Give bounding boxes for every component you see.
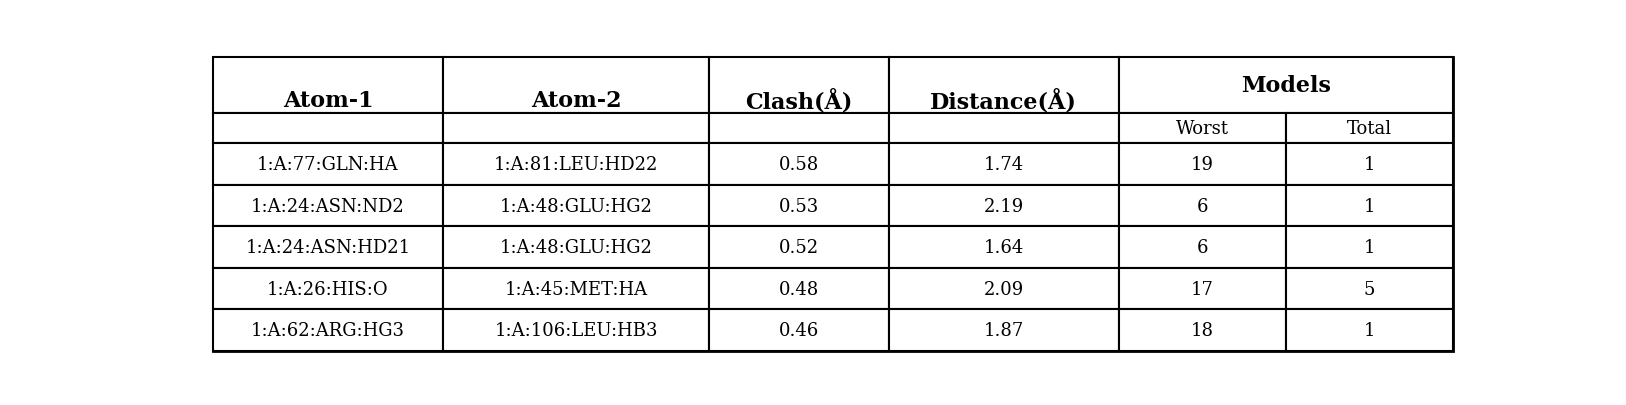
Bar xyxy=(442,268,709,310)
Text: 1:A:62:ARG:HG3: 1:A:62:ARG:HG3 xyxy=(250,322,405,339)
Bar xyxy=(442,310,709,351)
Bar xyxy=(889,144,1119,185)
Text: Clash(Å): Clash(Å) xyxy=(746,89,854,113)
Text: 17: 17 xyxy=(1190,280,1213,298)
Text: Worst: Worst xyxy=(1176,120,1229,138)
Text: 1: 1 xyxy=(1364,197,1376,215)
Bar xyxy=(709,268,889,310)
Text: Atom-1: Atom-1 xyxy=(283,90,374,112)
Bar xyxy=(1119,58,1454,114)
Text: 1.64: 1.64 xyxy=(984,239,1024,256)
Text: 1:A:26:HIS:O: 1:A:26:HIS:O xyxy=(267,280,389,298)
Text: 1: 1 xyxy=(1364,322,1376,339)
Bar xyxy=(1119,114,1286,144)
Text: 1.87: 1.87 xyxy=(984,322,1024,339)
Text: 0.46: 0.46 xyxy=(779,322,820,339)
Bar xyxy=(213,310,442,351)
Text: 2.19: 2.19 xyxy=(984,197,1024,215)
Bar xyxy=(889,310,1119,351)
Text: 19: 19 xyxy=(1190,156,1213,174)
Text: 1:A:48:GLU:HG2: 1:A:48:GLU:HG2 xyxy=(499,197,652,215)
Bar xyxy=(442,144,709,185)
Bar xyxy=(1286,310,1454,351)
Text: 0.48: 0.48 xyxy=(779,280,820,298)
Text: 1:A:24:ASN:ND2: 1:A:24:ASN:ND2 xyxy=(250,197,405,215)
Text: 1:A:81:LEU:HD22: 1:A:81:LEU:HD22 xyxy=(494,156,659,174)
Text: 6: 6 xyxy=(1197,239,1208,256)
Bar xyxy=(889,227,1119,268)
Text: 1: 1 xyxy=(1364,239,1376,256)
Text: 1:A:24:ASN:HD21: 1:A:24:ASN:HD21 xyxy=(246,239,411,256)
Text: 0.52: 0.52 xyxy=(779,239,820,256)
Bar xyxy=(442,114,709,144)
Text: 0.53: 0.53 xyxy=(779,197,820,215)
Text: 1:A:106:LEU:HB3: 1:A:106:LEU:HB3 xyxy=(494,322,659,339)
Text: 1: 1 xyxy=(1364,156,1376,174)
Bar xyxy=(442,227,709,268)
Text: 5: 5 xyxy=(1364,280,1376,298)
Text: 18: 18 xyxy=(1190,322,1213,339)
Bar xyxy=(709,144,889,185)
Bar xyxy=(213,114,442,144)
Bar xyxy=(709,114,889,144)
Bar xyxy=(889,268,1119,310)
Bar xyxy=(1286,114,1454,144)
Text: 6: 6 xyxy=(1197,197,1208,215)
Text: Models: Models xyxy=(1241,75,1330,97)
Bar xyxy=(1286,227,1454,268)
Text: Atom-2: Atom-2 xyxy=(530,90,621,112)
Bar xyxy=(1119,268,1286,310)
Bar xyxy=(709,58,889,114)
Bar xyxy=(213,185,442,227)
Text: 1:A:77:GLN:HA: 1:A:77:GLN:HA xyxy=(257,156,398,174)
Text: 2.09: 2.09 xyxy=(984,280,1024,298)
Bar xyxy=(442,58,709,114)
Bar xyxy=(1286,185,1454,227)
Bar xyxy=(889,185,1119,227)
Bar xyxy=(1286,268,1454,310)
Bar xyxy=(709,185,889,227)
Bar xyxy=(889,58,1119,114)
Bar xyxy=(709,310,889,351)
Text: 1.74: 1.74 xyxy=(984,156,1024,174)
Bar xyxy=(213,268,442,310)
Bar xyxy=(1119,144,1286,185)
Bar xyxy=(1286,144,1454,185)
Bar xyxy=(1119,185,1286,227)
Bar xyxy=(213,227,442,268)
Bar xyxy=(213,58,442,114)
Bar xyxy=(1119,227,1286,268)
Text: 1:A:45:MET:HA: 1:A:45:MET:HA xyxy=(504,280,647,298)
Text: 1:A:48:GLU:HG2: 1:A:48:GLU:HG2 xyxy=(499,239,652,256)
Bar xyxy=(213,144,442,185)
Text: Distance(Å): Distance(Å) xyxy=(930,89,1078,113)
Bar xyxy=(442,185,709,227)
Bar xyxy=(1119,310,1286,351)
Text: Total: Total xyxy=(1346,120,1392,138)
Bar xyxy=(889,114,1119,144)
Text: 0.58: 0.58 xyxy=(779,156,820,174)
Bar xyxy=(709,227,889,268)
